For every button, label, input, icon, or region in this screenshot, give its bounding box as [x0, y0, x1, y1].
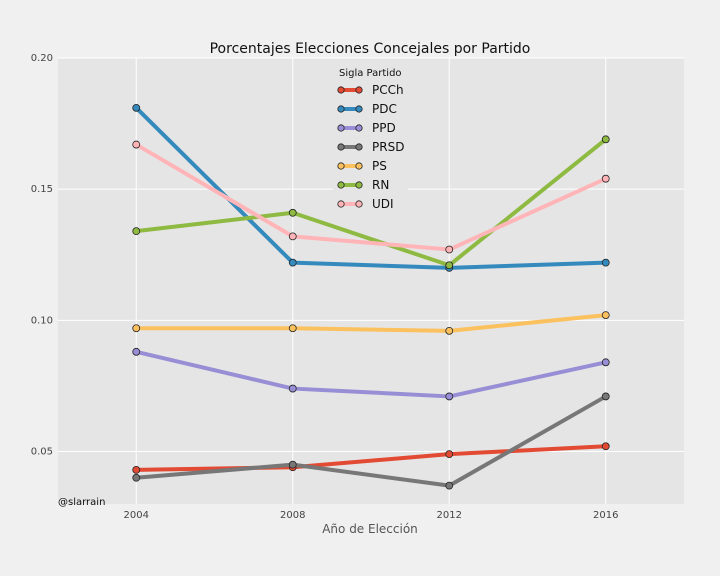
data-point	[132, 140, 141, 149]
legend-marker	[337, 105, 345, 113]
data-point	[601, 258, 610, 267]
x-axis-label: Año de Elección	[322, 522, 418, 536]
legend-item-prsd: PRSD	[337, 140, 404, 154]
y-tick-label: 0.05	[31, 447, 53, 458]
legend-marker	[355, 181, 363, 189]
series-line	[134, 105, 608, 270]
chart-title: Porcentajes Elecciones Concejales por Pa…	[210, 41, 531, 57]
legend-item-rn: RN	[337, 178, 389, 192]
legend-items: PCCh PDC PPD PRSD PS RN UDI	[337, 83, 404, 211]
legend-label: PDC	[372, 102, 397, 116]
data-point	[288, 208, 297, 217]
legend-label: PRSD	[372, 140, 404, 154]
legend-label: UDI	[372, 197, 394, 211]
y-tick-label: 0.20	[31, 53, 53, 64]
legend-label: RN	[372, 178, 389, 192]
data-point	[132, 473, 141, 482]
legend-marker	[337, 124, 345, 132]
data-point	[288, 384, 297, 393]
legend: Sigla Partido PCCh PDC PPD PRSD PS RN UDI	[333, 64, 408, 215]
legend-item-ppd: PPD	[337, 121, 396, 135]
data-point	[601, 311, 610, 320]
series-udi	[132, 140, 610, 254]
series-line	[134, 349, 608, 399]
legend-label: PPD	[372, 121, 396, 135]
series-rn	[132, 135, 610, 270]
data-point	[288, 460, 297, 469]
legend-marker	[355, 143, 363, 151]
data-point	[601, 135, 610, 144]
series-line	[134, 137, 608, 268]
data-point	[132, 227, 141, 236]
x-tick-label: 2004	[124, 510, 149, 521]
legend-label: PCCh	[372, 83, 404, 97]
legend-title: Sigla Partido	[339, 68, 402, 79]
legend-marker	[355, 105, 363, 113]
series-line	[134, 394, 608, 488]
data-point	[601, 174, 610, 183]
y-tick-label: 0.10	[31, 315, 53, 326]
legend-label: PS	[372, 159, 387, 173]
data-point	[445, 261, 454, 270]
series-line	[134, 313, 608, 333]
series-pdc	[132, 103, 610, 272]
legend-marker	[337, 86, 345, 94]
legend-item-udi: UDI	[337, 197, 394, 211]
legend-marker	[355, 86, 363, 94]
series-ps	[132, 311, 610, 335]
x-tick-label: 2012	[437, 510, 462, 521]
legend-marker	[355, 200, 363, 208]
credit-annotation: @slarrain	[58, 497, 105, 508]
tick-labels: 2004 2008 2012 2016 0.05 0.10 0.15 0.20	[31, 53, 619, 521]
data-point	[445, 392, 454, 401]
series-prsd	[132, 392, 610, 490]
data-point	[601, 392, 610, 401]
legend-item-ps: PS	[337, 159, 387, 173]
legend-marker	[337, 162, 345, 170]
legend-item-pcch: PCCh	[337, 83, 404, 97]
data-point	[445, 245, 454, 254]
legend-item-pdc: PDC	[337, 102, 397, 116]
data-point	[288, 324, 297, 333]
data-point	[132, 324, 141, 333]
series-pcch	[132, 442, 610, 474]
data-point	[132, 347, 141, 356]
data-point	[601, 442, 610, 451]
data-point	[445, 481, 454, 490]
x-tick-label: 2016	[593, 510, 618, 521]
legend-marker	[355, 124, 363, 132]
data-point	[132, 103, 141, 112]
data-point	[288, 232, 297, 241]
data-point	[601, 358, 610, 367]
data-point	[288, 258, 297, 267]
data-point	[445, 326, 454, 335]
legend-marker	[337, 200, 345, 208]
legend-marker	[355, 162, 363, 170]
data-point	[132, 465, 141, 474]
series-line	[134, 142, 608, 252]
series-line	[134, 444, 608, 472]
series-ppd	[132, 347, 610, 401]
series-lines	[132, 103, 610, 490]
data-point	[445, 450, 454, 459]
legend-marker	[337, 143, 345, 151]
y-tick-label: 0.15	[31, 184, 53, 195]
legend-marker	[337, 181, 345, 189]
x-tick-label: 2008	[280, 510, 305, 521]
